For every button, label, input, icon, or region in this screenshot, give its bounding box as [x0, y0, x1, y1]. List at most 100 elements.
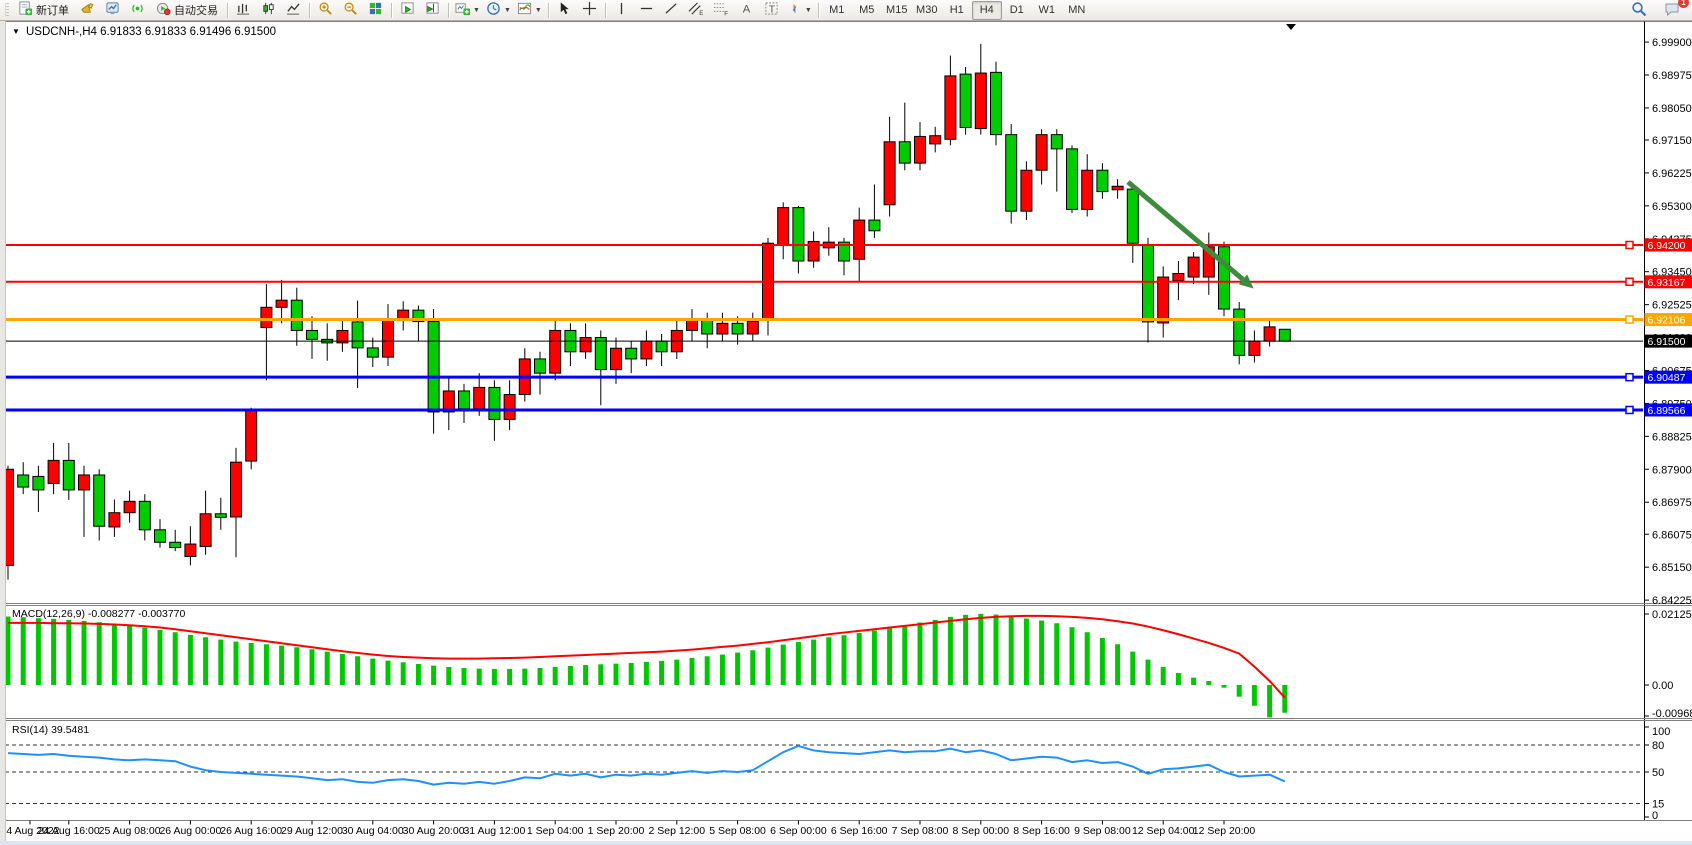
timeframe-button-M5[interactable]: M5 — [859, 4, 875, 16]
svg-text:15: 15 — [1652, 799, 1664, 811]
periods-button[interactable]: ▼ — [483, 0, 514, 20]
candlesticks — [2, 43, 1291, 580]
new-chart-button[interactable]: ▼ — [452, 0, 483, 20]
cursor-tool-button[interactable] — [552, 0, 577, 20]
zoom-in-button[interactable] — [313, 0, 338, 20]
vertical-line-tool-button[interactable] — [609, 0, 634, 20]
zoom-out-button[interactable] — [338, 0, 363, 20]
svg-text:30 Aug 04:00: 30 Aug 04:00 — [342, 825, 404, 837]
svg-text:80: 80 — [1652, 740, 1664, 752]
market-watch-icon — [105, 1, 120, 19]
horizontal-lines[interactable] — [5, 240, 1643, 415]
signals-icon — [130, 1, 145, 19]
price-tag-6.94200 — [1644, 238, 1692, 252]
signals-button[interactable] — [125, 0, 150, 20]
trend-arrow[interactable] — [1126, 180, 1254, 289]
svg-text:0: 0 — [1652, 810, 1658, 822]
hline-handle — [1625, 405, 1634, 415]
text-label-tool-button[interactable]: T — [759, 0, 784, 20]
toolbar-separator — [604, 2, 606, 18]
hline-handle — [1625, 277, 1634, 287]
new-order-button[interactable]: 新订单 — [12, 0, 75, 20]
hline-handle — [1625, 315, 1634, 324]
crosshair-icon — [582, 1, 597, 19]
arrows-tool-button[interactable]: ▼ — [784, 0, 815, 20]
svg-text:30 Aug 20:00: 30 Aug 20:00 — [403, 825, 465, 837]
svg-text:6.85150: 6.85150 — [1652, 562, 1692, 574]
chat-button[interactable]: 1 — [1659, 0, 1689, 20]
indicators-button[interactable]: ▼ — [514, 0, 545, 20]
toolbar-separator — [391, 2, 392, 18]
timeframe-button-W1[interactable]: W1 — [1038, 4, 1056, 16]
equidistant-channel-tool-button[interactable]: E — [684, 0, 709, 20]
svg-text:100: 100 — [1652, 726, 1670, 738]
search-button[interactable] — [1626, 0, 1651, 20]
indicators-icon — [517, 1, 532, 19]
notification-badge: 1 — [1678, 0, 1689, 8]
svg-text:6.96225: 6.96225 — [1652, 168, 1692, 180]
crosshair-tool-button[interactable] — [577, 0, 602, 20]
timeframe-button-M30[interactable]: M30 — [916, 4, 938, 16]
ohlc-title: USDCNH-,H4 6.91833 6.91833 6.91496 6.915… — [26, 26, 276, 38]
macd-histogram — [5, 613, 1288, 718]
chart-shift-icon — [425, 1, 440, 19]
svg-text:6.95300: 6.95300 — [1652, 201, 1692, 213]
alerts-button[interactable] — [75, 0, 100, 20]
arrows-icon — [787, 1, 802, 19]
new-chart-icon — [455, 1, 470, 19]
price-tag-6.92106 — [1644, 313, 1692, 327]
rsi-label: RSI(14) 39.5481 — [12, 724, 89, 736]
toolbar-separator — [817, 2, 819, 18]
svg-text:26 Aug 16:00: 26 Aug 16:00 — [220, 825, 282, 837]
svg-text:6.93167: 6.93167 — [1648, 277, 1686, 289]
toolbar-separator — [227, 2, 228, 18]
svg-text:12 Sep 04:00: 12 Sep 04:00 — [1132, 825, 1195, 837]
text-label-icon: T — [764, 1, 779, 19]
fibonacci-tool-button[interactable]: F — [709, 0, 734, 20]
auto-trading-button[interactable]: 自动交易 — [150, 0, 224, 20]
hline-handle — [1625, 240, 1634, 250]
timeframe-button-D1[interactable]: D1 — [1009, 4, 1024, 16]
svg-text:8 Sep 16:00: 8 Sep 16:00 — [1013, 825, 1070, 837]
macd-label: MACD(12,26,9) -0.008277 -0.003770 — [12, 608, 186, 620]
text-tool-button[interactable]: A — [734, 0, 759, 20]
auto-trading-icon — [156, 1, 171, 19]
cursor-icon — [557, 1, 572, 19]
price-tag-6.91500 — [1644, 334, 1692, 348]
svg-text:6.94200: 6.94200 — [1648, 240, 1686, 252]
tile-windows-button[interactable] — [363, 0, 388, 20]
chart-titles: ▼ USDCNH-,H4 6.91833 6.91833 6.91496 6.91… — [12, 26, 276, 736]
candlestick-chart-button[interactable] — [256, 0, 281, 20]
line-chart-button[interactable] — [281, 0, 306, 20]
svg-text:A: A — [743, 3, 751, 15]
trendline-tool-button[interactable] — [659, 0, 684, 20]
timeframe-button-H4[interactable]: H4 — [971, 0, 1002, 20]
svg-text:T: T — [769, 4, 776, 15]
timeframe-button-M15[interactable]: M15 — [886, 4, 908, 16]
chart-shift-button[interactable] — [420, 0, 445, 20]
svg-text:6 Sep 16:00: 6 Sep 16:00 — [831, 825, 888, 837]
timeframe-button-M1[interactable]: M1 — [829, 4, 845, 16]
svg-text:E: E — [700, 10, 704, 16]
price-tags: 6.94200 6.93167 6.92106 6.91500 6.90487 6.895… — [1644, 238, 1692, 417]
market-watch-button[interactable] — [100, 0, 125, 20]
toolbar-separator — [309, 2, 310, 18]
svg-text:26 Aug 00:00: 26 Aug 00:00 — [159, 825, 221, 837]
svg-text:50: 50 — [1652, 767, 1664, 779]
bar-chart-button[interactable] — [231, 0, 256, 20]
window-bottom-edge — [0, 841, 1692, 845]
symbol-dropdown-icon[interactable]: ▼ — [12, 27, 20, 36]
auto-scroll-button[interactable] — [395, 0, 420, 20]
timeframe-button-MN[interactable]: MN — [1068, 4, 1086, 16]
horizontal-line-tool-button[interactable] — [634, 0, 659, 20]
rsi-line — [7, 744, 1286, 786]
timeframe-button-H1[interactable]: H1 — [949, 4, 964, 16]
price-tag-6.89566 — [1644, 403, 1692, 417]
svg-text:24 Aug 16:00: 24 Aug 16:00 — [38, 825, 100, 837]
svg-text:6.92525: 6.92525 — [1652, 300, 1692, 312]
zoom-in-icon — [318, 1, 333, 19]
price-tag-6.93167 — [1644, 275, 1692, 289]
chart-shift-marker[interactable] — [1286, 24, 1296, 30]
